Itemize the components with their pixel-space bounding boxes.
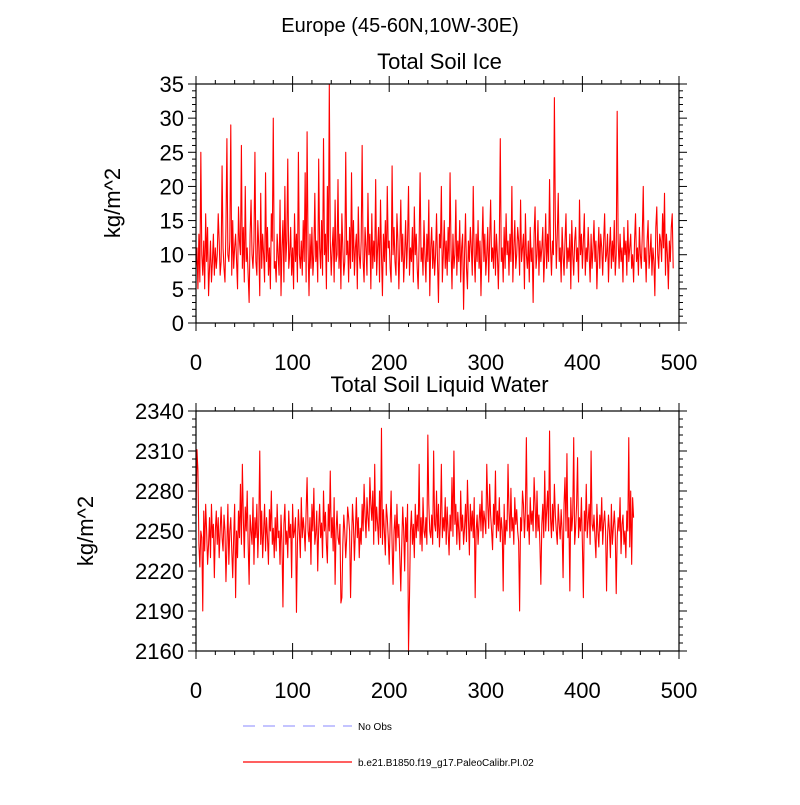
x-tick-label: 500 — [661, 350, 698, 375]
x-tick-label: 500 — [661, 678, 698, 703]
y-tick-label: 2340 — [135, 399, 184, 424]
plot-frame — [195, 83, 680, 324]
x-tick-label: 0 — [190, 350, 202, 375]
panel-total-soil-liquid-water: Total Soil Liquid Water kg/m^2 0 100 200 300 4… — [73, 372, 697, 703]
x-tick-label: 300 — [467, 678, 504, 703]
y-tick-label: 10 — [160, 243, 184, 268]
x-tick-label: 400 — [564, 350, 601, 375]
y-tick-label: 25 — [160, 140, 184, 165]
legend: No Obs b.e21.B1850.f19_g17.PaleoCalibr.P… — [243, 722, 534, 769]
y-tick-label: 2160 — [135, 639, 184, 664]
x-tick-label: 200 — [371, 350, 408, 375]
y-tick-label: 35 — [160, 72, 184, 97]
y-axis-label: kg/m^2 — [100, 168, 125, 238]
y-tick-label: 2220 — [135, 559, 184, 584]
figure-title: Europe (45-60N,10W-30E) — [281, 15, 519, 37]
legend-label-no-obs: No Obs — [358, 722, 392, 733]
x-tick-label: 100 — [274, 350, 311, 375]
y-axis-label: kg/m^2 — [73, 496, 98, 566]
y-tick-label: 20 — [160, 174, 184, 199]
x-tick-label: 400 — [564, 678, 601, 703]
x-tick-label: 0 — [190, 678, 202, 703]
y-tick-label: 5 — [172, 277, 184, 302]
series-line — [195, 427, 635, 652]
panel-total-soil-ice: Total Soil Ice kg/m^2 0 100 200 300 400 500 0 5 10… — [100, 49, 697, 375]
x-tick-label: 300 — [467, 350, 504, 375]
y-tick-label: 2190 — [135, 599, 184, 624]
y-tick-label: 2310 — [135, 439, 184, 464]
x-tick-label: 200 — [371, 678, 408, 703]
y-tick-label: 30 — [160, 106, 184, 131]
plot-title: Total Soil Liquid Water — [330, 372, 548, 397]
x-tick-label: 100 — [274, 678, 311, 703]
y-tick-label: 0 — [172, 311, 184, 336]
y-tick-label: 15 — [160, 209, 184, 234]
legend-label-model: b.e21.B1850.f19_g17.PaleoCalibr.PI.02 — [358, 758, 534, 769]
plot-title: Total Soil Ice — [377, 49, 502, 74]
y-tick-label: 2280 — [135, 479, 184, 504]
y-tick-label: 2250 — [135, 519, 184, 544]
series-line — [195, 83, 674, 310]
